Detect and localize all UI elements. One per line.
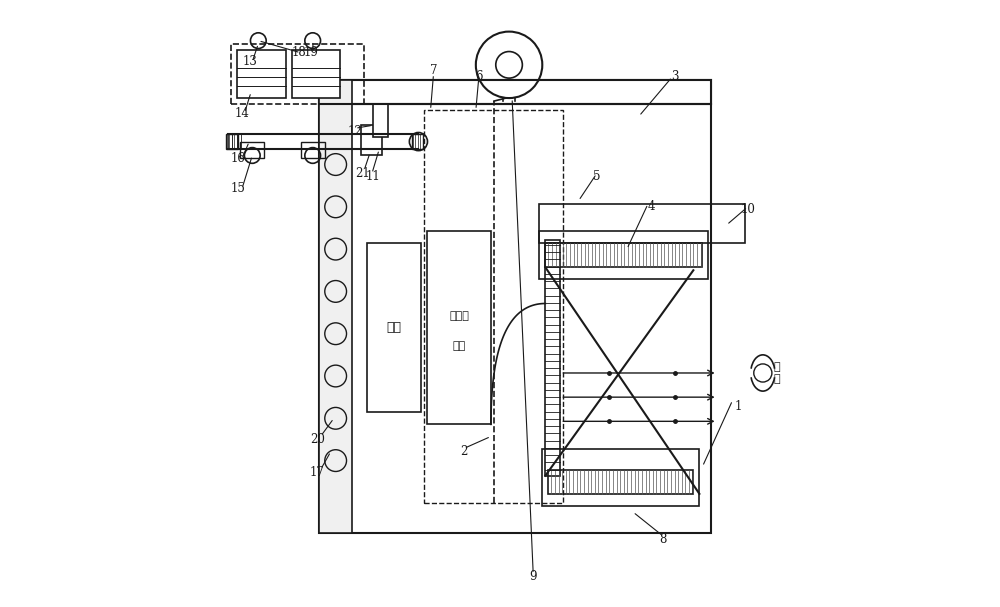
- Bar: [539, 231, 708, 279]
- Bar: [292, 50, 340, 98]
- Bar: [240, 141, 264, 158]
- Bar: [373, 104, 388, 137]
- Text: 人
眼: 人 眼: [774, 362, 780, 384]
- Bar: [548, 470, 693, 494]
- Bar: [539, 204, 745, 243]
- Text: 11: 11: [366, 170, 380, 183]
- Text: 8: 8: [659, 533, 667, 546]
- Text: 12: 12: [348, 125, 362, 138]
- Text: 7: 7: [430, 64, 437, 77]
- Text: 21: 21: [355, 167, 370, 180]
- Bar: [237, 50, 286, 98]
- Text: 3: 3: [671, 70, 679, 83]
- Text: 19: 19: [304, 46, 319, 59]
- Bar: [424, 110, 563, 503]
- Bar: [545, 240, 560, 476]
- Text: 示卡: 示卡: [453, 341, 466, 351]
- Bar: [319, 80, 711, 104]
- Text: 15: 15: [231, 182, 246, 195]
- Text: 20: 20: [310, 433, 325, 446]
- Text: 2: 2: [460, 445, 467, 458]
- Text: 17: 17: [310, 466, 325, 479]
- Bar: [226, 134, 238, 149]
- Text: 多屏显: 多屏显: [449, 311, 469, 320]
- Text: 16: 16: [231, 152, 246, 165]
- Bar: [545, 243, 702, 267]
- Text: 9: 9: [529, 570, 537, 583]
- Bar: [319, 80, 352, 533]
- Text: 6: 6: [475, 70, 483, 83]
- Text: 主机: 主机: [387, 321, 402, 334]
- Bar: [301, 141, 325, 158]
- Text: 1: 1: [735, 400, 742, 413]
- Bar: [231, 44, 364, 104]
- Bar: [361, 125, 382, 155]
- Bar: [367, 243, 421, 412]
- Text: 14: 14: [235, 107, 249, 120]
- Text: 18: 18: [292, 46, 307, 59]
- Text: 13: 13: [243, 55, 258, 69]
- Text: 5: 5: [593, 170, 600, 183]
- Text: 10: 10: [740, 203, 755, 216]
- Bar: [542, 449, 699, 506]
- Bar: [412, 134, 423, 149]
- Text: 4: 4: [647, 200, 655, 213]
- Bar: [319, 80, 711, 533]
- Bar: [427, 231, 491, 424]
